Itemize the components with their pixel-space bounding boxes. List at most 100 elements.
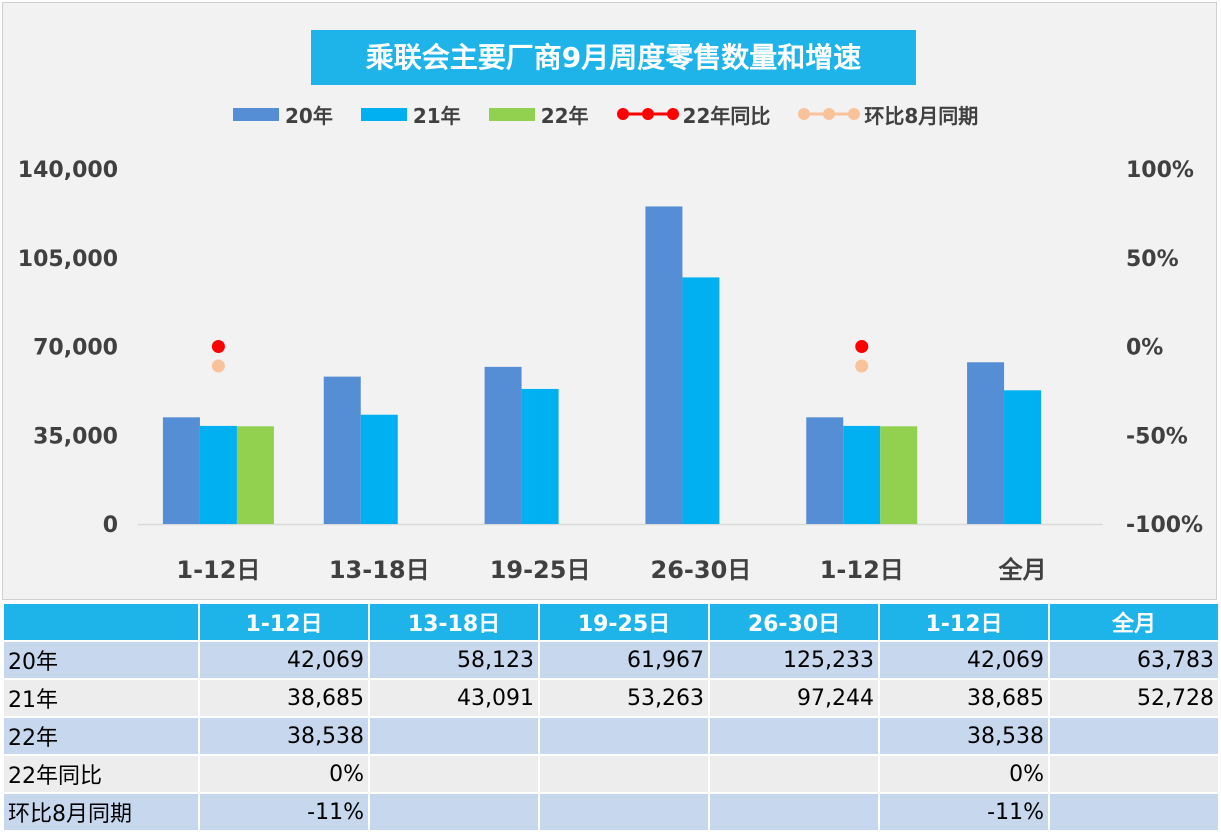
table-cell — [1050, 718, 1218, 754]
table-cell — [540, 756, 708, 792]
table-cell — [370, 756, 538, 792]
y2-tick-label: 0% — [1126, 336, 1163, 361]
category-label: 全月 — [998, 556, 1047, 584]
table-cell: 43,091 — [370, 680, 538, 716]
table-row: 环比8月同期 -11% -11% — [4, 794, 1218, 830]
table-cell: 42,069 — [200, 642, 368, 678]
chart-svg: 140,000 105,000 70,000 35,000 0 100% 50% 0% -50%… — [18, 158, 1203, 584]
table-header-cell: 1-12日 — [880, 604, 1048, 640]
table-cell: 38,685 — [200, 680, 368, 716]
chart-area: 140,000 105,000 70,000 35,000 0 100% 50% 0% -50%… — [2, 2, 1217, 600]
table-cell — [370, 794, 538, 830]
table-cell — [710, 718, 878, 754]
table-cell: 53,263 — [540, 680, 708, 716]
table-cell — [540, 718, 708, 754]
category-label: 1-12日 — [176, 556, 260, 584]
y-tick-label: 70,000 — [33, 336, 118, 361]
bar-21年 — [1004, 390, 1042, 524]
legend-line-marker — [616, 108, 679, 120]
table-row: 22年同比 0% 0% — [4, 756, 1218, 792]
legend-item: 21年 — [360, 100, 461, 129]
category-label: 13-18日 — [329, 556, 430, 584]
legend-label: 22年 — [540, 103, 589, 128]
table-row-label: 22年 — [4, 718, 198, 754]
bar-22年 — [236, 426, 274, 524]
bar-20年 — [323, 376, 361, 524]
bar-21年 — [682, 277, 720, 524]
table-row: 21年 38,685 43,091 53,263 97,244 38,685 52,728 — [4, 680, 1218, 716]
table-cell: 0% — [200, 756, 368, 792]
table-cell — [710, 756, 878, 792]
table-cell — [1050, 756, 1218, 792]
table-cell — [540, 794, 708, 830]
table-row-label: 20年 — [4, 642, 198, 678]
legend-swatch — [488, 107, 535, 121]
bar-21年 — [521, 388, 559, 524]
y2-tick-label: 50% — [1126, 247, 1179, 272]
y2-tick-label: -50% — [1126, 424, 1188, 449]
y-tick-label: 105,000 — [18, 247, 118, 272]
point-环比8月同期 — [855, 359, 869, 373]
table-cell: 125,233 — [710, 642, 878, 678]
legend-swatch — [233, 107, 279, 121]
bar-20年 — [645, 206, 683, 524]
table-cell: 38,538 — [880, 718, 1048, 754]
bar-21年 — [843, 425, 881, 524]
table-cell: 38,685 — [880, 680, 1048, 716]
bar-20年 — [967, 362, 1005, 524]
bar-20年 — [806, 417, 844, 524]
table-cell: 97,244 — [710, 680, 878, 716]
table-cell — [710, 794, 878, 830]
data-table: 1-12日 13-18日 19-25日 26-30日 1-12日 全月 20年 42,069… — [2, 602, 1220, 832]
table-body: 20年 42,069 58,123 61,967 125,233 42,069 63,783… — [4, 642, 1218, 830]
legend-item: 22年 — [488, 100, 589, 129]
y-tick-label: 0 — [103, 513, 118, 538]
table-header-cell: 13-18日 — [370, 604, 538, 640]
bar-21年 — [199, 425, 237, 524]
table-row: 22年 38,538 38,538 — [4, 718, 1218, 754]
point-22年同比 — [211, 340, 225, 353]
bar-20年 — [484, 366, 522, 524]
legend-item: 环比8月同期 — [798, 100, 978, 129]
y-tick-label: 140,000 — [18, 158, 118, 183]
table-cell: 63,783 — [1050, 642, 1218, 678]
table-cell: -11% — [880, 794, 1048, 830]
table-row-label: 环比8月同期 — [4, 794, 198, 830]
table-cell: 58,123 — [370, 642, 538, 678]
table-cell: -11% — [200, 794, 368, 830]
legend-label: 22年同比 — [682, 103, 771, 128]
table-header-cell — [4, 604, 198, 640]
category-label: 26-30日 — [651, 556, 752, 584]
legend-item: 22年同比 — [616, 100, 771, 129]
table-cell: 0% — [880, 756, 1048, 792]
table-cell — [370, 718, 538, 754]
y2-tick-label: 100% — [1126, 158, 1194, 183]
table-cell: 42,069 — [880, 642, 1048, 678]
chart-title: 乘联会主要厂商9月周度零售数量和增速 — [311, 30, 916, 85]
point-22年同比 — [855, 340, 869, 353]
legend-label: 20年 — [285, 103, 333, 128]
table-header-cell: 19-25日 — [540, 604, 708, 640]
table-header-row: 1-12日 13-18日 19-25日 26-30日 1-12日 全月 — [4, 604, 1218, 640]
table-cell: 38,538 — [200, 718, 368, 754]
legend-item: 20年 — [233, 100, 333, 129]
category-label: 19-25日 — [490, 556, 591, 584]
legend-swatch — [360, 107, 407, 121]
bar-20年 — [162, 417, 200, 524]
category-label: 1-12日 — [820, 556, 904, 584]
table-cell: 52,728 — [1050, 680, 1218, 716]
bar-21年 — [360, 414, 398, 524]
table-header-cell: 1-12日 — [200, 604, 368, 640]
point-环比8月同期 — [211, 359, 225, 373]
table-cell: 61,967 — [540, 642, 708, 678]
bar-22年 — [880, 426, 918, 524]
y2-tick-label: -100% — [1126, 513, 1203, 538]
legend-label: 环比8月同期 — [864, 103, 979, 128]
table-row: 20年 42,069 58,123 61,967 125,233 42,069 63,783 — [4, 642, 1218, 678]
table-row-label: 22年同比 — [4, 756, 198, 792]
table-header-cell: 全月 — [1050, 604, 1218, 640]
chart-legend: 20年 21年 22年 22年同比 环比8月同期 — [233, 99, 1006, 129]
table-header-cell: 26-30日 — [710, 604, 878, 640]
table-cell — [1050, 794, 1218, 830]
table-row-label: 21年 — [4, 680, 198, 716]
